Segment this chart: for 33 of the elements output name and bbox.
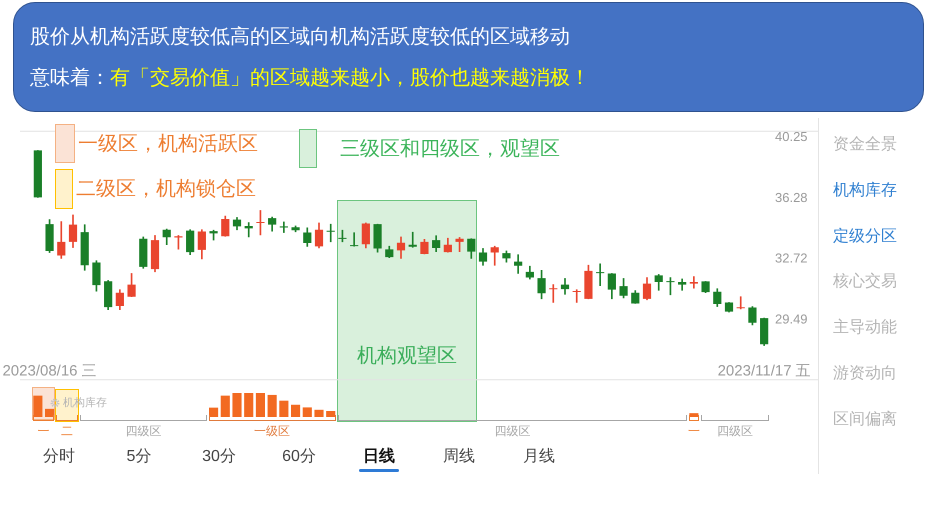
text: 资金全景 (833, 135, 897, 155)
annotation: 三级区和四级区，观望区 (340, 136, 560, 160)
text: 游资动向 (833, 364, 897, 384)
y-tick-label: 36.28 (775, 190, 808, 205)
text: 四级区 (716, 424, 753, 438)
chart-title: 股价从机构活跃度较低高的区域向机构活跃度较低的区域移动 (30, 25, 570, 49)
text: 分时 (42, 447, 76, 467)
text: 周线 (442, 447, 476, 467)
y-tick-label: 40.25 (775, 128, 808, 144)
chart-subtitle: 意味着：有「交易价值」的区域越来越小，股价也越来越消极！ (30, 67, 590, 89)
text: 一 (686, 424, 701, 438)
annotation: 一级区，机构活跃区 (78, 132, 258, 156)
text: 30分 (201, 447, 237, 467)
x-tick-label: 2023/08/16 三 (2, 362, 97, 380)
annotation: 二级区，机构锁仓区 (76, 177, 256, 201)
text: 机构库存 (833, 180, 897, 201)
text: 一级区 (253, 424, 292, 438)
text: 区间偏离 (833, 410, 897, 430)
text: 60分 (281, 447, 317, 467)
annotation: 机构观望区 (356, 344, 458, 368)
text: 二 (61, 424, 74, 438)
text: 核心交易 (833, 272, 897, 292)
text: 四级区 (125, 424, 162, 438)
text: 定级分区 (833, 226, 897, 247)
text: 四级区 (494, 424, 530, 438)
y-tick-label: 29.49 (775, 311, 808, 326)
text: 5分 (126, 447, 152, 467)
text: 主导动能 (833, 318, 897, 338)
x-tick-label: 2023/11/17 五 (718, 362, 811, 380)
text: 日线 (362, 447, 396, 467)
text: 月线 (522, 447, 556, 467)
text: 一 (38, 424, 50, 438)
y-tick-label: 32.72 (775, 250, 808, 266)
